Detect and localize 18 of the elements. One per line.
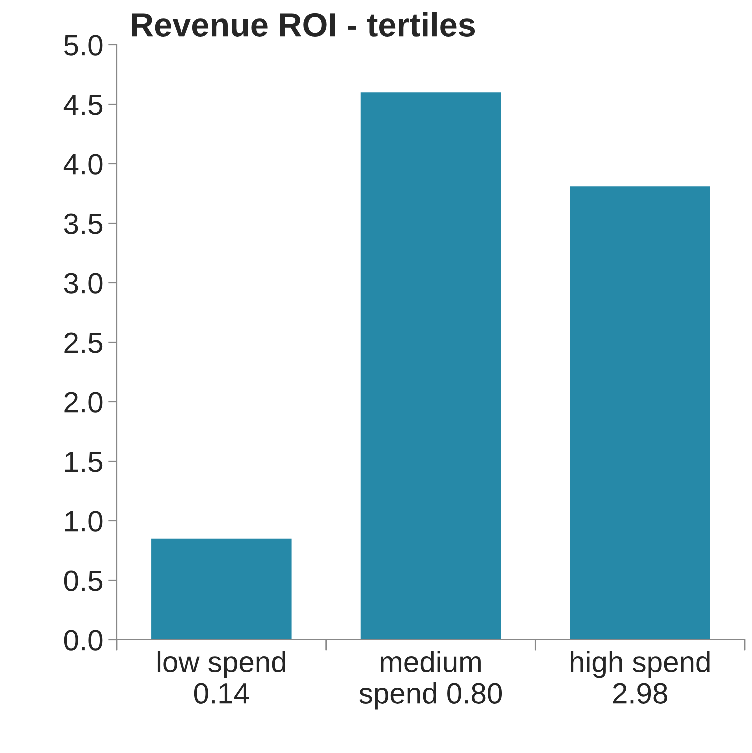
y-tick-label: 2.5 bbox=[64, 332, 103, 354]
bar bbox=[152, 538, 292, 640]
x-tick-label: medium spend 0.80 bbox=[360, 651, 502, 710]
y-tick-label: 4.5 bbox=[64, 95, 103, 116]
y-tick-label: 5.0 bbox=[64, 35, 103, 56]
bar bbox=[570, 186, 710, 640]
y-tick-label: 0.5 bbox=[64, 570, 103, 592]
chart-title: Revenue ROI - tertiles bbox=[132, 12, 476, 37]
y-tick-label: 1.5 bbox=[65, 452, 103, 472]
x-tick-label: low spend 0.14 bbox=[158, 651, 286, 704]
y-tick-label: 4.0 bbox=[64, 154, 103, 175]
x-tick-label: high spend 2.98 bbox=[571, 651, 710, 704]
bar bbox=[360, 92, 502, 640]
y-tick-label: 3.5 bbox=[64, 214, 103, 234]
y-tick-label: 3.0 bbox=[64, 273, 103, 294]
y-tick-label: 2.0 bbox=[64, 392, 103, 413]
y-tick-label: 0.0 bbox=[64, 630, 103, 651]
y-tick-label: 1.0 bbox=[65, 511, 103, 532]
